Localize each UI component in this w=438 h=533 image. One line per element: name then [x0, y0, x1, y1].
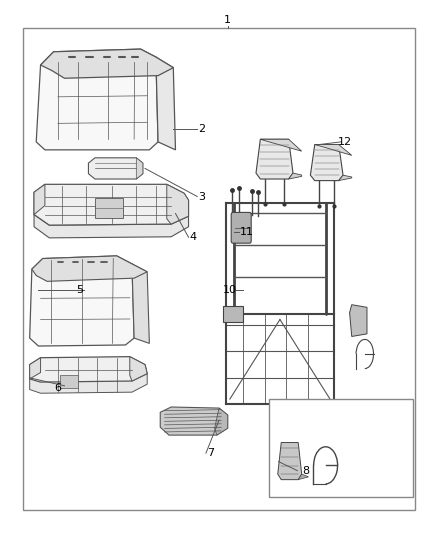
Polygon shape	[34, 184, 45, 215]
Bar	[269, 399, 413, 497]
Text: 6: 6	[54, 383, 61, 393]
Polygon shape	[315, 144, 352, 155]
Polygon shape	[30, 256, 134, 346]
Polygon shape	[167, 184, 188, 224]
Polygon shape	[88, 158, 143, 179]
Polygon shape	[223, 306, 243, 322]
Polygon shape	[289, 173, 302, 179]
Text: 10: 10	[223, 285, 237, 295]
Polygon shape	[132, 264, 149, 343]
Polygon shape	[156, 57, 176, 150]
Polygon shape	[278, 442, 302, 480]
Polygon shape	[32, 256, 147, 281]
Polygon shape	[215, 408, 228, 435]
Polygon shape	[34, 215, 188, 238]
Polygon shape	[36, 49, 158, 150]
Bar	[60, 375, 78, 389]
Text: 4: 4	[189, 232, 197, 243]
Text: 12: 12	[338, 137, 352, 147]
Polygon shape	[30, 358, 41, 379]
Text: 11: 11	[240, 227, 254, 237]
Polygon shape	[298, 474, 308, 480]
Polygon shape	[350, 305, 367, 336]
Polygon shape	[160, 407, 228, 435]
Text: 8: 8	[303, 466, 310, 475]
Polygon shape	[136, 158, 143, 179]
Bar	[95, 198, 123, 217]
Polygon shape	[30, 373, 147, 393]
Polygon shape	[311, 144, 343, 181]
Polygon shape	[34, 184, 188, 225]
FancyBboxPatch shape	[231, 213, 251, 243]
Text: 3: 3	[198, 191, 205, 201]
Polygon shape	[130, 357, 147, 381]
Polygon shape	[256, 139, 293, 179]
Text: 7: 7	[207, 448, 214, 458]
Polygon shape	[339, 175, 352, 181]
Text: 1: 1	[224, 15, 231, 25]
Text: 5: 5	[76, 285, 83, 295]
Polygon shape	[30, 357, 147, 382]
Text: 2: 2	[198, 124, 205, 134]
Polygon shape	[260, 139, 302, 151]
Polygon shape	[41, 49, 173, 78]
